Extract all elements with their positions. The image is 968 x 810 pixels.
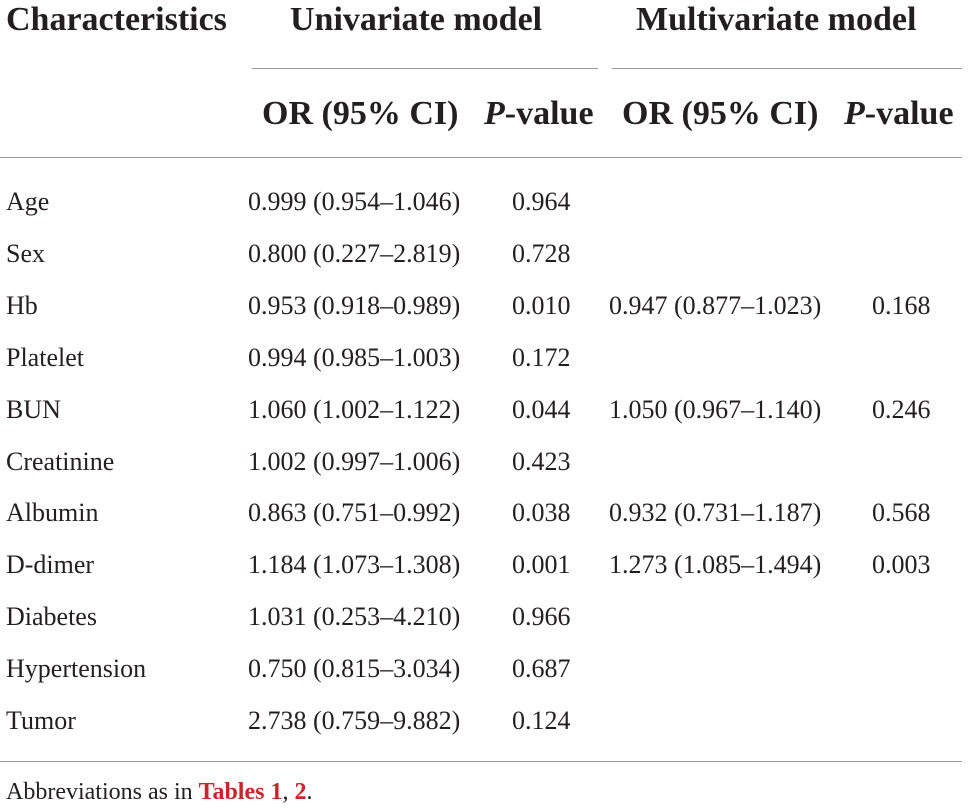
- row-univariate-p-value: 0.423: [512, 447, 571, 476]
- row-univariate-p-value: 0.001: [512, 550, 571, 579]
- row-univariate-p-value: 0.172: [512, 343, 571, 372]
- p-italic: P: [484, 95, 505, 132]
- row-univariate-p-value: 0.966: [512, 602, 571, 631]
- row-name: Sex: [6, 239, 45, 268]
- row-multivariate-or-ci: 1.273 (1.085–1.494): [609, 550, 822, 579]
- row-univariate-or-ci: 0.953 (0.918–0.989): [248, 291, 461, 320]
- row-name: Hypertension: [6, 654, 147, 683]
- row-univariate-or-ci: 2.738 (0.759–9.882): [248, 706, 461, 735]
- header-multivariate-model: Multivariate model: [636, 1, 917, 38]
- row-name: D-dimer: [6, 550, 95, 579]
- row-univariate-or-ci: 0.999 (0.954–1.046): [248, 187, 461, 216]
- footnote-suffix: .: [306, 779, 313, 805]
- multivariate-group-rule: [612, 68, 962, 69]
- subheader-multivariate-or-ci: OR (95% CI): [622, 95, 819, 132]
- row-name: Hb: [6, 291, 38, 320]
- footnote-prefix: Abbreviations as in: [6, 779, 199, 805]
- univariate-group-rule: [252, 68, 598, 69]
- row-name: Diabetes: [6, 602, 97, 631]
- table-reference-link-2[interactable]: 2: [294, 779, 307, 805]
- subheader-univariate-or-ci: OR (95% CI): [262, 95, 459, 132]
- subheader-univariate-p-value: P-value: [484, 94, 594, 134]
- p-suffix: -value: [504, 95, 594, 132]
- row-multivariate-or-ci: 0.932 (0.731–1.187): [609, 498, 822, 527]
- row-univariate-p-value: 0.010: [512, 291, 571, 320]
- row-univariate-or-ci: 1.002 (0.997–1.006): [248, 447, 461, 476]
- row-name: Creatinine: [6, 447, 115, 476]
- row-multivariate-p-value: 0.246: [872, 395, 931, 424]
- row-univariate-p-value: 0.687: [512, 654, 571, 683]
- footnote: Abbreviations as in Tables 1, 2.: [6, 777, 312, 807]
- row-multivariate-p-value: 0.003: [872, 550, 931, 579]
- subheader-multivariate-p-value: P-value: [844, 94, 954, 134]
- row-univariate-p-value: 0.964: [512, 187, 571, 216]
- footnote-separator: ,: [282, 779, 295, 805]
- row-univariate-or-ci: 1.060 (1.002–1.122): [248, 395, 461, 424]
- row-univariate-or-ci: 0.994 (0.985–1.003): [248, 343, 461, 372]
- header-univariate-model: Univariate model: [290, 1, 543, 38]
- row-univariate-or-ci: 0.863 (0.751–0.992): [248, 498, 461, 527]
- row-univariate-p-value: 0.124: [512, 706, 571, 735]
- header-bottom-rule: [0, 157, 962, 158]
- p-suffix: -value: [864, 95, 954, 132]
- table-reference-link-1[interactable]: Tables 1: [198, 779, 283, 805]
- footer-rule: [0, 761, 962, 762]
- row-multivariate-p-value: 0.168: [872, 291, 931, 320]
- row-multivariate-or-ci: 1.050 (0.967–1.140): [609, 395, 822, 424]
- row-name: Albumin: [6, 498, 99, 527]
- row-univariate-or-ci: 0.800 (0.227–2.819): [248, 239, 461, 268]
- row-univariate-or-ci: 0.750 (0.815–3.034): [248, 654, 461, 683]
- row-multivariate-or-ci: 0.947 (0.877–1.023): [609, 291, 822, 320]
- header-characteristics: Characteristics: [6, 1, 227, 38]
- row-univariate-or-ci: 1.184 (1.073–1.308): [248, 550, 461, 579]
- row-name: Age: [6, 187, 50, 216]
- row-multivariate-p-value: 0.568: [872, 498, 931, 527]
- row-univariate-p-value: 0.038: [512, 498, 571, 527]
- row-name: Tumor: [6, 706, 76, 735]
- row-name: BUN: [6, 395, 61, 424]
- row-univariate-or-ci: 1.031 (0.253–4.210): [248, 602, 461, 631]
- p-italic: P: [844, 95, 865, 132]
- row-name: Platelet: [6, 343, 84, 372]
- row-univariate-p-value: 0.044: [512, 395, 571, 424]
- row-univariate-p-value: 0.728: [512, 239, 571, 268]
